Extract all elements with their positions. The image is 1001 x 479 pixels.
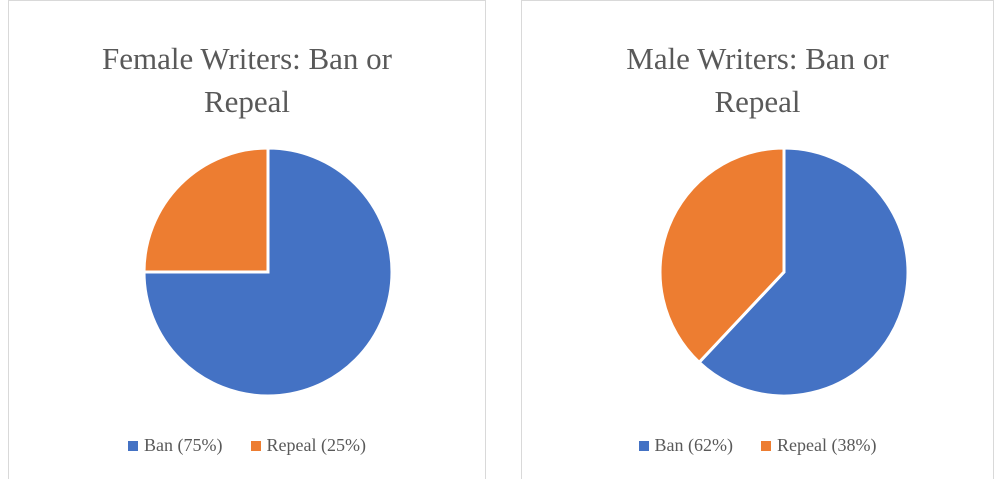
pie-plot-area [142, 146, 394, 398]
chart-title-line-1: Female Writers: Ban or [101, 41, 393, 76]
legend: Ban (75%) Repeal (25%) [9, 435, 485, 456]
chart-title: Female Writers: Ban or Repeal [9, 37, 485, 123]
legend-label-ban: Ban (75%) [144, 435, 223, 455]
chart-title-line-1: Male Writers: Ban or [626, 41, 889, 76]
legend-item-repeal: Repeal (38%) [761, 435, 876, 456]
pie-slice-ban [696, 146, 910, 398]
chart-title-line-2: Repeal [714, 84, 801, 119]
legend-item-ban: Ban (62%) [638, 435, 733, 456]
chart-title-line-2: Repeal [203, 84, 291, 119]
legend-item-repeal: Repeal (25%) [250, 435, 366, 456]
pie-slice-repeal [142, 146, 270, 274]
ban-swatch [638, 440, 649, 451]
legend-item-ban: Ban (75%) [128, 435, 223, 456]
repeal-swatch [250, 440, 261, 451]
legend-label-repeal: Repeal (25%) [266, 435, 366, 455]
pie-slice-repeal [658, 146, 786, 365]
repeal-swatch [761, 440, 771, 451]
female-writers-chart: Female Writers: Ban or Repeal Ban (75%) … [8, 0, 486, 479]
pie-plot-area [658, 146, 910, 398]
legend-label-ban: Ban (62%) [654, 435, 733, 455]
male-writers-chart: Male Writers: Ban or Repeal Ban (62%) Re… [521, 0, 994, 479]
ban-swatch [128, 440, 139, 451]
legend: Ban (62%) Repeal (38%) [522, 435, 993, 456]
chart-title: Male Writers: Ban or Repeal [522, 37, 993, 123]
legend-label-repeal: Repeal (38%) [777, 435, 877, 455]
